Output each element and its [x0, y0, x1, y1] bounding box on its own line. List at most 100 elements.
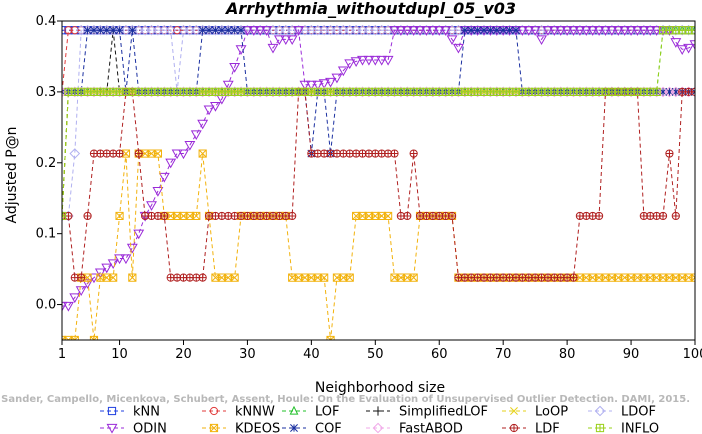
- data-point-odin: [363, 55, 375, 66]
- data-point-odin: [75, 286, 87, 296]
- legend-item-cof: COF: [282, 422, 342, 434]
- data-point-odin: [580, 26, 592, 36]
- legend: kNN kNNW LOF SimplifiedLOF LoOP LDOF ODIN KDEOS…: [100, 405, 659, 434]
- data-point-odin: [632, 26, 643, 36]
- data-point-ldf: [658, 211, 668, 221]
- data-point-kdeos: [109, 273, 118, 282]
- data-point-cof: [473, 26, 482, 35]
- legend-item-odin: ODIN: [100, 422, 167, 434]
- data-point-odin: [146, 201, 157, 211]
- legend-marker-simplifiedlof: [373, 406, 383, 416]
- data-point-ldf: [671, 211, 680, 221]
- data-point-odin: [414, 26, 426, 36]
- data-point-odin: [548, 26, 560, 36]
- data-point-odin: [555, 26, 567, 36]
- data-point-inflo: [690, 26, 695, 35]
- x-tick-label: 80: [559, 347, 576, 362]
- data-point-kdeos: [115, 211, 124, 221]
- data-point-knnw: [377, 26, 386, 35]
- data-point-odin: [452, 43, 464, 54]
- data-point-odin: [350, 57, 362, 68]
- data-point-odin: [62, 301, 68, 312]
- data-point-cof: [83, 26, 92, 35]
- data-point-kdeos: [345, 273, 354, 282]
- data-point-odin: [395, 26, 407, 36]
- data-point-ldf: [665, 149, 674, 158]
- data-point-kdeos: [690, 273, 695, 282]
- series-layer: [62, 24, 695, 340]
- data-point-odin: [120, 254, 132, 265]
- data-point-odin: [433, 26, 445, 36]
- data-point-odin: [286, 35, 298, 46]
- data-point-ldf: [403, 211, 412, 221]
- data-point-odin: [625, 26, 637, 36]
- data-point-knnw: [307, 26, 316, 35]
- data-point-cof: [224, 26, 233, 35]
- legend-item-ldof: LDOF: [588, 405, 656, 420]
- legend-marker-cof: [290, 424, 298, 432]
- data-point-cof: [505, 26, 514, 35]
- data-point-odin: [408, 26, 420, 36]
- data-point-odin: [676, 45, 688, 55]
- data-point-odin: [670, 38, 682, 48]
- y-tick-label: 0.4: [36, 14, 57, 29]
- series-inflo: [62, 26, 695, 221]
- data-point-odin: [82, 279, 94, 289]
- data-point-knnw: [160, 26, 169, 35]
- series-line-kdeos: [62, 153, 695, 340]
- data-point-cof: [90, 26, 98, 35]
- data-point-odin: [574, 26, 586, 36]
- data-point-odin: [389, 26, 400, 36]
- data-point-knnw: [166, 26, 175, 35]
- legend-label-knnw: kNNW: [235, 405, 275, 420]
- data-point-cof: [492, 26, 501, 35]
- x-tick-label: 30: [239, 347, 256, 362]
- data-point-odin: [644, 26, 656, 36]
- data-point-cof: [671, 87, 680, 96]
- series-simplifiedlof: [62, 25, 695, 221]
- legend-label-kdeos: KDEOS: [235, 422, 280, 434]
- data-point-knnw: [320, 26, 329, 35]
- data-point-odin: [133, 229, 145, 240]
- legend-label-odin: ODIN: [133, 422, 167, 434]
- data-point-odin: [593, 26, 605, 36]
- data-point-odin: [369, 55, 381, 66]
- data-point-odin: [612, 26, 624, 36]
- data-point-odin: [382, 55, 394, 66]
- x-tick-label: 60: [431, 347, 448, 362]
- data-point-odin: [376, 55, 388, 66]
- data-point-knnw: [153, 26, 163, 35]
- data-point-cof: [230, 26, 239, 35]
- data-point-odin: [101, 263, 113, 274]
- citation-credit: Campos, Zimek, Sander, Campello, Micenko…: [0, 394, 690, 405]
- data-point-odin: [280, 35, 292, 46]
- data-point-odin: [516, 26, 528, 36]
- legend-label-cof: COF: [315, 422, 342, 434]
- data-point-knnw: [371, 26, 380, 35]
- x-axis-label: Neighborhood size: [315, 380, 445, 396]
- legend-marker-knnw: [209, 406, 219, 416]
- data-point-ldf: [115, 149, 124, 158]
- data-point-odin: [357, 55, 368, 66]
- legend-marker-inflo: [595, 423, 605, 433]
- data-point-cof: [217, 26, 226, 35]
- data-point-knnw: [313, 26, 322, 35]
- x-tick-label: 10: [111, 347, 128, 362]
- data-point-cof: [480, 26, 488, 35]
- data-point-cof: [460, 26, 469, 35]
- data-point-odin: [197, 119, 209, 130]
- data-point-kdeos: [121, 149, 131, 158]
- data-point-odin: [267, 43, 279, 54]
- legend-label-loop: LoOP: [535, 405, 568, 420]
- data-point-odin: [171, 149, 183, 160]
- series-odin: [62, 26, 695, 312]
- legend-item-lof: LOF: [282, 405, 340, 420]
- data-point-odin: [222, 80, 234, 91]
- legend-label-fastabod: FastABOD: [399, 422, 463, 434]
- data-point-kdeos: [230, 273, 239, 282]
- data-point-cof: [102, 26, 111, 35]
- data-point-ldof: [69, 148, 81, 159]
- plot-frame: [61, 20, 696, 341]
- data-point-ldf: [288, 211, 297, 221]
